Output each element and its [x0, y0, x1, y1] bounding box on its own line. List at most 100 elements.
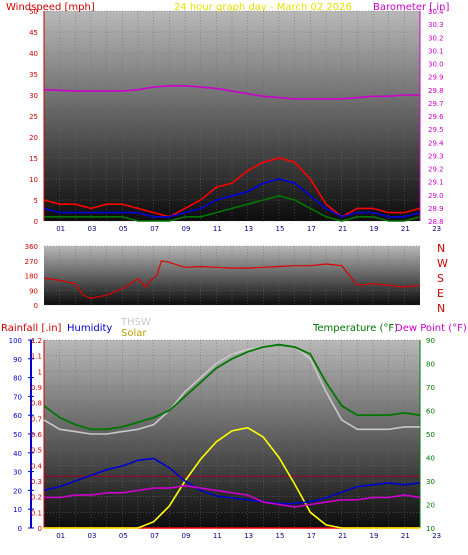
- barometer-y-tick: 30.3: [428, 21, 444, 29]
- dewpoint-title: Dew Point (°F): [395, 323, 467, 334]
- barometer-y-tick: 30.2: [428, 34, 444, 42]
- x-tick-label: 17: [307, 532, 316, 540]
- x-tick-label: 11: [213, 532, 222, 540]
- x-tick-label: 15: [276, 225, 285, 233]
- barometer-y-tick: 29.8: [428, 87, 444, 95]
- x-tick-label: 07: [150, 532, 159, 540]
- rainfall-title: Rainfall [.in]: [1, 323, 62, 334]
- compass-label: S: [437, 272, 444, 285]
- temp-y-tick: 50: [426, 431, 435, 439]
- barometer-y-tick: 29.9: [428, 74, 444, 82]
- temp-y-tick: 90: [426, 337, 435, 345]
- x-tick-label: 05: [119, 225, 128, 233]
- solar-title: Solar: [121, 328, 147, 339]
- direction-y-tick: 90: [29, 287, 38, 295]
- wind-y-tick: 10: [29, 176, 38, 184]
- barometer-y-tick: 29.2: [428, 166, 444, 174]
- wind-gust-line: [43, 157, 421, 218]
- rain-y-tick: 0.6: [31, 431, 43, 439]
- wind-low-line: [44, 194, 421, 222]
- wind-y-tick: 30: [29, 92, 38, 100]
- x-tick-label: 19: [370, 532, 379, 540]
- rain-y-tick: 0.8: [31, 400, 42, 408]
- dewpoint-line: [44, 484, 421, 508]
- temp-y-tick: 70: [426, 384, 435, 392]
- rain-y-tick: 0.9: [31, 384, 42, 392]
- direction-y-tick: 0: [34, 302, 38, 310]
- wind-direction-line: [43, 260, 421, 300]
- wind-y-tick: 40: [29, 50, 38, 58]
- x-tick-label: 01: [56, 225, 65, 233]
- barometer-y-tick: 29.3: [428, 152, 444, 160]
- tick-labels: 01 03 05 07 09 11 13 15 17 21 19 21 2305101520253035…: [9, 8, 448, 540]
- x-tick-label: 23: [432, 225, 441, 233]
- wind-y-tick: 5: [34, 197, 38, 205]
- rain-y-tick: 0.5: [31, 447, 42, 455]
- x-tick-label: 21: [338, 225, 347, 233]
- rain-y-tick: 0.4: [31, 462, 43, 470]
- humidity-y-tick: 30: [13, 469, 22, 477]
- wind-y-tick: 15: [29, 155, 38, 163]
- temp-y-tick: 30: [426, 478, 435, 486]
- rain-y-tick: 0.3: [31, 478, 42, 486]
- windspeed-title: Windspeed [mph]: [6, 2, 95, 13]
- barometer-y-tick: 30.0: [428, 61, 444, 69]
- humidity-y-tick: 100: [9, 337, 22, 345]
- direction-y-tick: 270: [25, 258, 38, 266]
- x-tick-label: 11: [213, 225, 222, 233]
- humidity-line: [43, 457, 421, 505]
- direction-y-tick: 180: [25, 273, 38, 281]
- direction-y-tick: 360: [25, 243, 38, 251]
- grid-lines: [28, 10, 420, 529]
- barometer-y-tick: 29.6: [428, 113, 444, 121]
- rain-y-tick: 1: [38, 368, 42, 376]
- temperature-title: Temperature (°F): [312, 323, 398, 334]
- x-tick-label: 21: [401, 225, 410, 233]
- wind-y-tick: 35: [29, 71, 38, 79]
- x-tick-label: 17: [307, 225, 316, 233]
- rain-y-tick: 0: [38, 525, 42, 533]
- temp-y-tick: 60: [426, 408, 435, 416]
- humidity-y-tick: 0: [18, 525, 22, 533]
- temp-y-tick: 20: [426, 502, 435, 510]
- barometer-y-tick: 28.8: [428, 218, 444, 226]
- wind-y-tick: 50: [29, 8, 38, 16]
- x-tick-label: 09: [182, 225, 191, 233]
- rain-y-tick: 0.1: [31, 509, 42, 517]
- rain-y-tick: 1.2: [31, 337, 42, 345]
- x-tick-label: 03: [88, 225, 97, 233]
- humidity-y-tick: 60: [13, 412, 22, 420]
- thsw-title: THSW: [120, 317, 151, 328]
- humidity-y-tick: 80: [13, 375, 22, 383]
- temp-y-tick: 10: [426, 525, 435, 533]
- temperature-line: [43, 343, 421, 431]
- barometer-y-tick: 29.1: [428, 179, 444, 187]
- barometer-y-tick: 30.1: [428, 47, 444, 55]
- rain-y-tick: 1.1: [31, 353, 42, 361]
- x-tick-label: 13: [244, 225, 253, 233]
- humidity-y-tick: 20: [13, 487, 22, 495]
- thsw-line: [43, 343, 420, 435]
- wind-avg-line: [43, 178, 421, 218]
- rain-y-tick: 0.7: [31, 415, 42, 423]
- compass-label: W: [437, 257, 448, 270]
- humidity-y-tick: 70: [13, 393, 22, 401]
- barometer-y-tick: 29.0: [428, 192, 444, 200]
- x-tick-label: 01: [56, 532, 65, 540]
- x-tick-label: 23: [432, 532, 441, 540]
- humidity-y-tick: 90: [13, 356, 22, 364]
- x-tick-label: 21: [401, 532, 410, 540]
- graph-day-title: 24 hour graph day - March 02 2026: [174, 2, 352, 13]
- temp-y-tick: 80: [426, 361, 435, 369]
- barometer-y-tick: 29.4: [428, 139, 444, 147]
- compass-label: E: [437, 287, 444, 300]
- x-tick-label: 09: [182, 532, 191, 540]
- compass-label: N: [437, 242, 445, 255]
- compass-label: N: [437, 302, 445, 315]
- barometer-line: [43, 85, 420, 100]
- x-tick-label: 19: [370, 225, 379, 233]
- barometer-y-tick: 28.9: [428, 205, 444, 213]
- barometer-y-tick: 29.7: [428, 100, 444, 108]
- humidity-y-tick: 40: [13, 450, 22, 458]
- series-lines: [43, 85, 421, 529]
